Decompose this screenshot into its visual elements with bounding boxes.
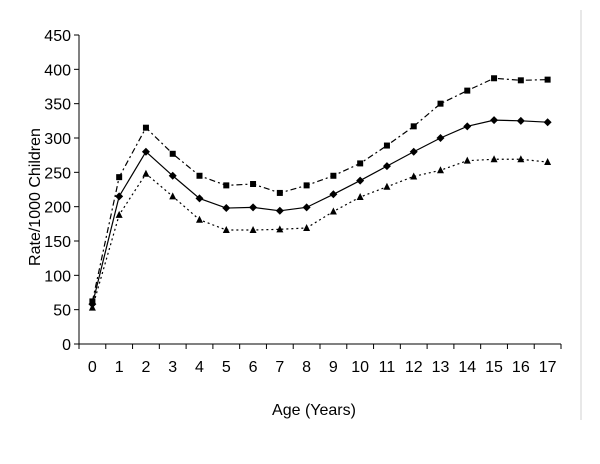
y-tick-label: 100 [44, 268, 71, 285]
x-tick-label: 12 [405, 359, 423, 376]
x-tick-label: 13 [432, 359, 450, 376]
data-point-triangle [169, 192, 177, 200]
x-tick-label: 6 [249, 359, 258, 376]
data-point-square [437, 100, 444, 107]
data-point-triangle [437, 166, 444, 174]
x-tick-label: 4 [195, 359, 204, 376]
x-axis-title: Age (Years) [272, 402, 356, 419]
data-point-triangle [544, 158, 552, 166]
data-point-diamond [436, 134, 445, 142]
data-point-diamond [168, 171, 177, 180]
data-point-square [491, 75, 498, 82]
data-point-triangle [490, 155, 498, 163]
data-point-triangle [196, 215, 203, 223]
series-line-dotted [91, 158, 548, 308]
data-point-triangle [383, 182, 391, 190]
data-point-triangle [356, 193, 364, 201]
data-point-diamond [329, 190, 338, 199]
data-point-diamond [463, 122, 472, 131]
x-tick-label: 11 [379, 359, 396, 376]
data-point-triangle [249, 226, 257, 234]
x-tick-label: 17 [539, 359, 557, 376]
data-point-diamond [409, 147, 418, 156]
data-point-triangle [517, 155, 525, 163]
data-point-diamond [195, 194, 204, 203]
data-point-diamond [141, 147, 150, 156]
y-tick-label: 450 [44, 28, 71, 45]
data-point-square [276, 189, 283, 196]
data-point-diamond [275, 206, 284, 215]
data-point-triangle [303, 223, 311, 231]
data-point-diamond [222, 204, 231, 213]
data-point-square [383, 142, 390, 149]
x-tick-label: 16 [512, 359, 530, 376]
data-point-triangle [410, 172, 418, 180]
x-tick-label: 1 [115, 359, 124, 376]
data-point-square [169, 150, 176, 157]
y-tick-label: 350 [44, 97, 71, 114]
series-line-solid [91, 119, 548, 305]
data-point-triangle [222, 226, 230, 234]
x-tick-label: 9 [329, 359, 338, 376]
data-point-square [410, 123, 417, 130]
data-point-square [303, 182, 310, 189]
y-tick-label: 0 [62, 337, 71, 354]
data-point-square [517, 77, 524, 84]
data-point-diamond [543, 118, 552, 127]
data-point-diamond [302, 203, 311, 212]
x-tick-label: 10 [351, 359, 369, 376]
x-tick-label: 5 [222, 359, 231, 376]
x-tick-label: 2 [141, 359, 150, 376]
data-point-square [357, 160, 364, 167]
data-point-diamond [516, 116, 525, 125]
data-point-triangle [115, 210, 123, 218]
y-tick-label: 200 [44, 200, 71, 217]
data-point-square [250, 181, 257, 188]
data-point-diamond [490, 116, 499, 125]
x-tick-label: 15 [485, 359, 503, 376]
data-point-triangle [142, 169, 150, 177]
y-tick-label: 400 [44, 62, 71, 79]
data-point-square [223, 182, 230, 189]
y-tick-label: 300 [44, 131, 71, 148]
data-point-square [330, 172, 337, 179]
data-point-diamond [115, 192, 124, 201]
data-point-diamond [356, 176, 365, 185]
data-point-diamond [382, 162, 391, 171]
data-point-square [196, 172, 203, 179]
y-tick-label: 50 [53, 303, 71, 320]
data-point-diamond [249, 203, 258, 212]
data-point-square [142, 124, 149, 131]
data-point-square [116, 174, 123, 181]
data-point-triangle [463, 156, 471, 164]
x-tick-label: 8 [302, 359, 311, 376]
x-tick-label: 14 [458, 359, 476, 376]
x-tick-label: 7 [275, 359, 284, 376]
plot-area: 0 50 100 150 200 250 300 350 400 450 0 1 2 3 4 5 6 7 8 9 10 1… [44, 28, 562, 376]
series-line-dash-dot [91, 77, 548, 302]
data-point-triangle [88, 303, 96, 311]
data-point-square [544, 76, 551, 83]
data-point-triangle [329, 207, 337, 215]
y-tick-label: 250 [44, 165, 71, 182]
data-point-square [464, 87, 471, 94]
y-tick-label: 150 [44, 234, 71, 251]
y-axis-title: Rate/1000 Children [27, 128, 44, 266]
x-tick-label: 0 [88, 359, 97, 376]
data-point-triangle [276, 225, 284, 233]
x-tick-label: 3 [168, 359, 177, 376]
